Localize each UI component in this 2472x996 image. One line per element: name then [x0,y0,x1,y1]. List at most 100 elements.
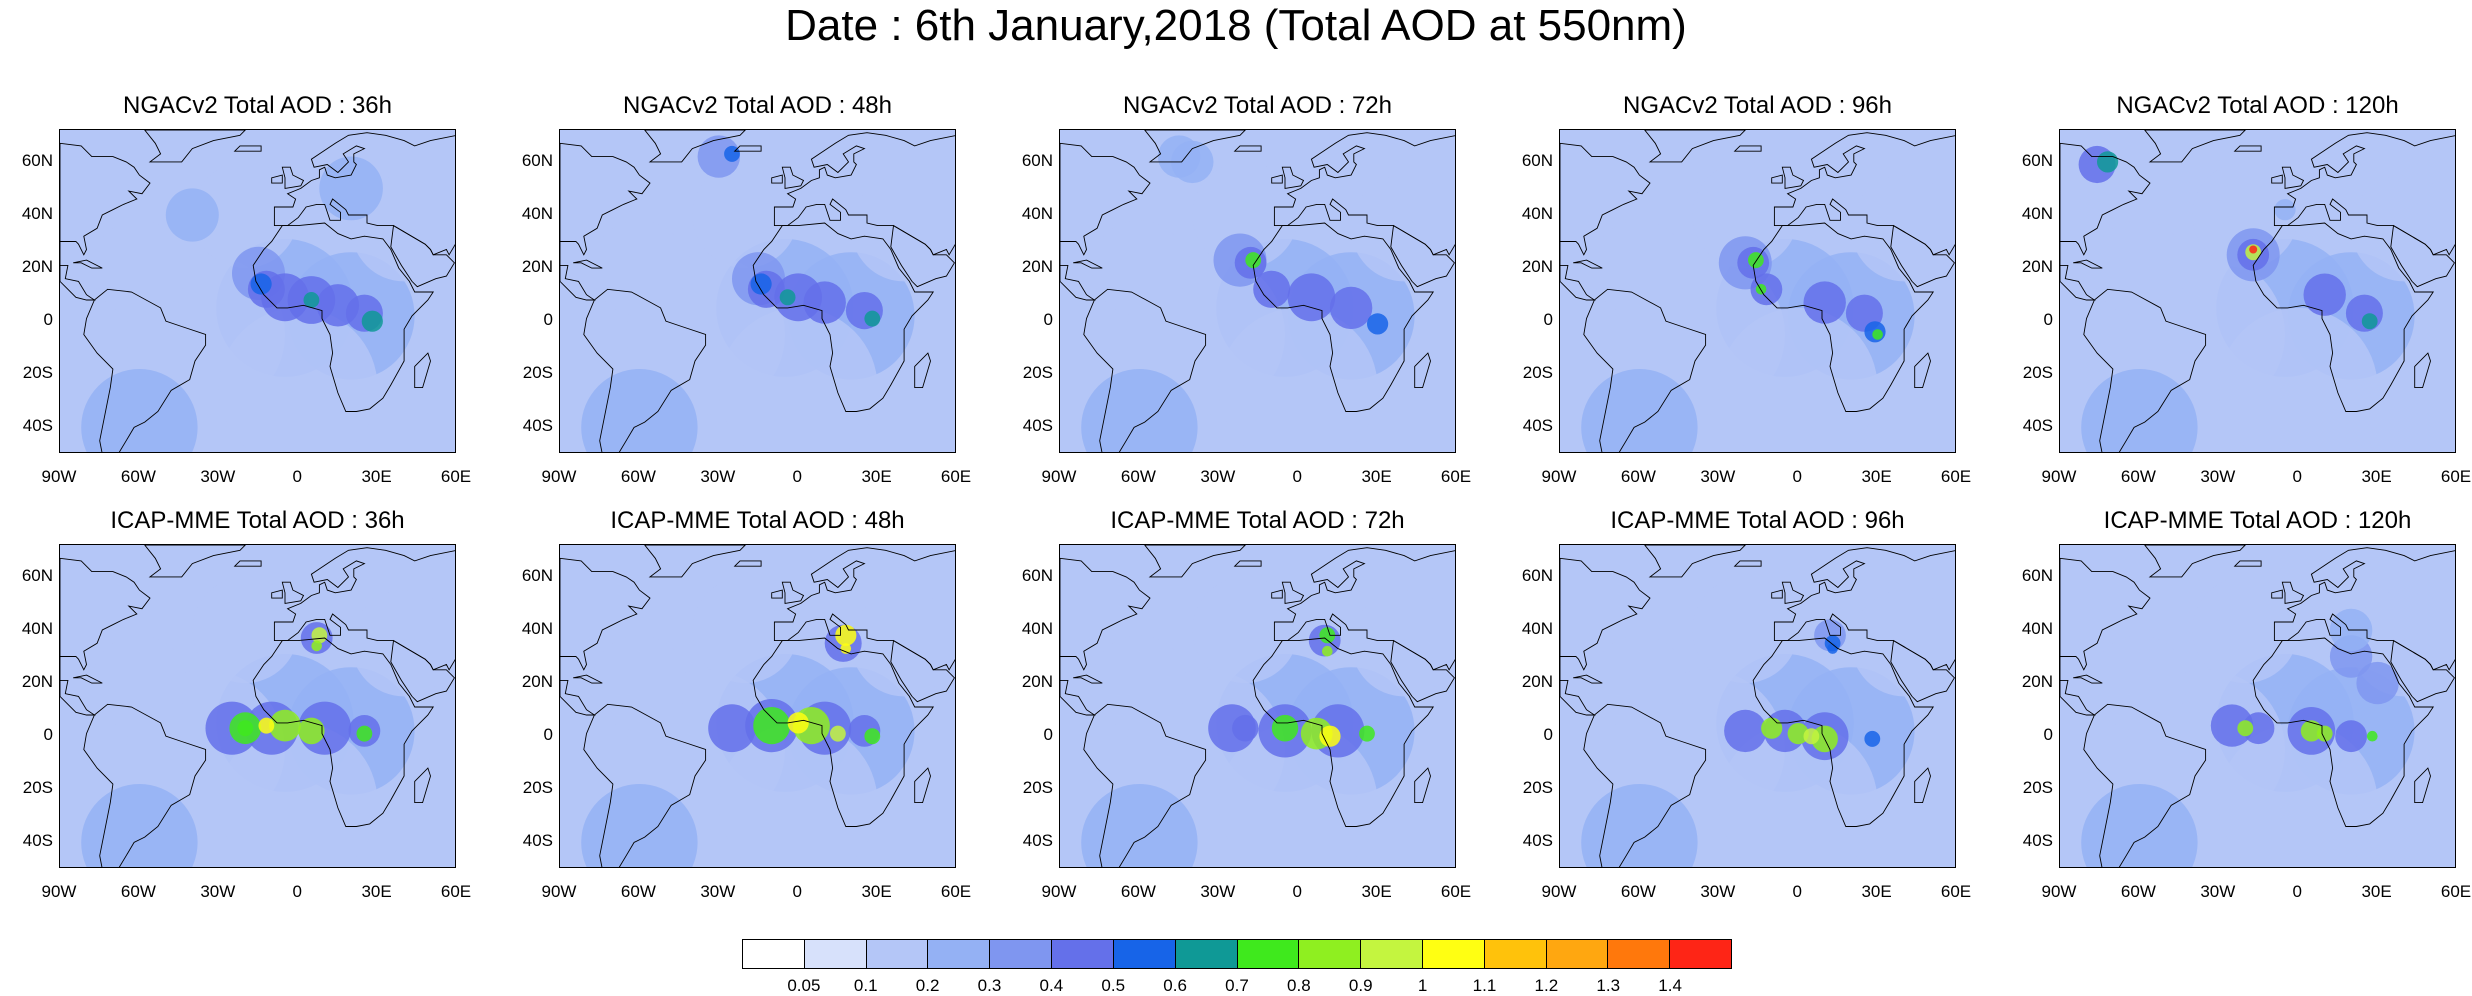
coastline [414,352,431,389]
lat-tick-label: 20N [1021,672,1053,692]
lat-tick-label: 40N [1521,618,1553,638]
coastline [83,288,207,452]
lat-tick-label: 60N [521,150,553,170]
lat-tick-label: 40N [521,203,553,223]
lat-tick-label: 20S [22,363,53,383]
coastline [560,557,651,716]
colorbar-label: 0.7 [1225,976,1249,995]
coastline [1073,674,1103,684]
lon-tick-label: 60E [2440,467,2472,486]
coastline [1644,130,1746,163]
aod-plume [1329,286,1373,330]
aod-plume [1803,281,1846,324]
lat-tick-label: 20N [21,257,53,277]
aod-plume [787,712,809,734]
coastline [1583,703,1707,867]
coastline [1271,174,1283,184]
map-panel: NGACv2 Total AOD : 120h 60N 40N 20N 0 20S 40S 9… [2000,0,2472,486]
coastline [1573,259,1603,269]
lon-tick-label: 60W [1120,467,1156,486]
aod-plume [1591,220,1687,316]
aod-plume [1171,140,1214,184]
aod-map [59,129,456,453]
lon-tick-label: 60E [1440,467,1472,486]
coastline [573,674,603,684]
colorbar-label: 0.6 [1163,976,1187,995]
aod-plume [91,220,187,316]
lat-tick-label: 40N [21,618,53,638]
colorbar-label: 1.1 [1472,976,1497,995]
lat-tick-label: 0 [1543,725,1553,745]
coastline [771,589,783,599]
aod-plume [218,722,378,867]
aod-plume [165,188,219,242]
lat-tick-label: 40S [1522,416,1553,436]
lon-tick-label: 60W [1620,467,1656,486]
lat-tick-label: 20N [2021,257,2053,277]
coastline [1414,767,1431,804]
panel-title: ICAP-MME Total AOD : 96h [1610,507,1905,534]
coastline [1414,352,1431,389]
coastline [1073,259,1103,269]
lon-tick-label: 90W [1541,882,1577,901]
panel-title: NGACv2 Total AOD : 72h [1122,92,1392,119]
coastline [1890,639,1955,703]
lon-tick-label: 90W [1041,467,1077,486]
colorbar-label: 1.2 [1534,976,1559,995]
map-panel: ICAP-MME Total AOD : 36h 60N 40N 20N 0 20S 40S… [0,415,500,901]
coastline [2273,132,2455,256]
lat-tick-label: 40N [1021,203,1053,223]
coastline [1281,166,1305,189]
lat-tick-label: 40S [1022,416,1053,436]
colorbar-swatch [743,940,805,968]
aod-plume [840,643,852,654]
coastline [1273,132,1455,256]
aod-plume [753,707,791,745]
aod-plume [1367,313,1389,335]
coastline [144,130,246,163]
map-panel: ICAP-MME Total AOD : 48h 60N 40N 20N 0 20S 40S… [500,415,1000,901]
aod-plume [351,590,455,697]
coastline [752,637,935,827]
coastline [1573,674,1603,684]
lat-tick-label: 60N [21,565,53,585]
lat-tick-label: 40S [22,416,53,436]
lon-tick-label: 90W [2041,882,2077,901]
coastline [583,288,707,452]
aod-plume [298,717,325,745]
lat-tick-label: 20N [1021,257,1053,277]
aod-plume [851,175,955,282]
lat-tick-label: 60N [2021,565,2053,585]
aod-plume [2274,199,2296,221]
aod-plume [2351,175,2455,282]
lon-tick-label: 0 [292,882,302,901]
coastline [1781,581,1805,604]
coastline [890,224,955,288]
lat-tick-label: 40S [522,831,553,851]
aod-plume [2361,313,2378,330]
lon-tick-label: 30W [200,467,236,486]
coastline [2233,145,2262,152]
coastline [83,703,207,867]
aod-plume [2303,273,2346,316]
aod-plume [258,717,275,734]
lon-tick-label: 60W [2120,882,2156,901]
lon-tick-label: 30W [1700,467,1736,486]
coastline [1733,560,1762,567]
panel-title: NGACv2 Total AOD : 120h [2116,92,2399,119]
panel-title: NGACv2 Total AOD : 36h [122,92,392,119]
aod-plume [779,289,796,306]
coastline [273,132,455,256]
coastline [1233,145,1262,152]
lon-tick-label: 30W [1200,467,1236,486]
colorbar-label: 0.5 [1101,976,1126,995]
lat-tick-label: 60N [1521,150,1553,170]
aod-plume [1761,717,1783,739]
lat-tick-label: 20S [1522,778,1553,798]
coastline [60,557,151,716]
lon-tick-label: 90W [1541,467,1577,486]
coastline [890,639,955,703]
aod-plume [319,156,383,221]
colorbar-label: 1.3 [1596,976,1621,995]
aod-plume [2335,720,2367,753]
